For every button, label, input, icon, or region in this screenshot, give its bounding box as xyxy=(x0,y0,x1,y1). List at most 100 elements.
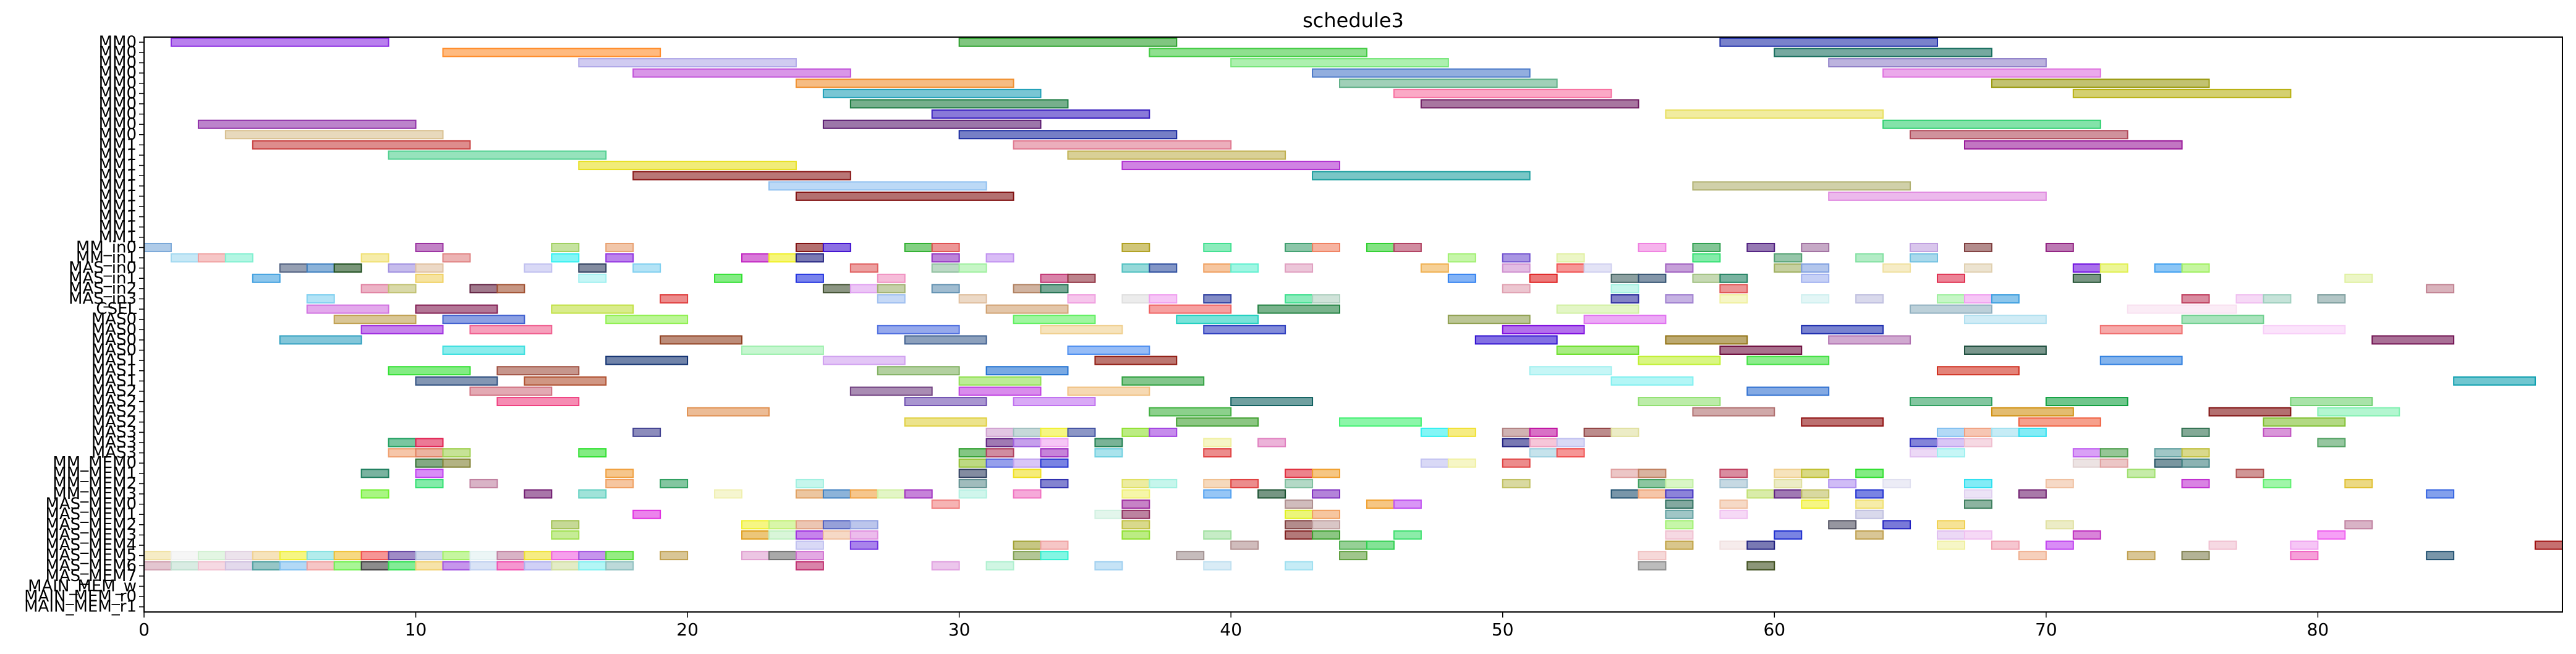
task-bar xyxy=(1692,253,1721,263)
task-bar xyxy=(1855,469,1884,478)
task-bar xyxy=(1339,551,1367,561)
task-bar xyxy=(1149,294,1178,304)
task-bar xyxy=(252,140,471,150)
y-tick-label: MAS1 xyxy=(91,372,137,390)
task-bar xyxy=(1610,469,1639,478)
task-bar xyxy=(1067,427,1096,437)
task-bar xyxy=(1937,294,1965,304)
task-bar xyxy=(1285,263,1314,273)
y-tick-label: MAS_MEM7 xyxy=(45,567,137,585)
task-bar xyxy=(1366,540,1395,550)
task-bar xyxy=(1855,253,1884,263)
task-bar xyxy=(1149,427,1178,437)
task-bar xyxy=(1937,448,1965,458)
task-bar xyxy=(306,304,389,314)
task-bar xyxy=(1963,427,1992,437)
task-bar xyxy=(415,242,444,252)
task-bar xyxy=(822,88,1042,98)
task-bar xyxy=(1094,561,1123,571)
y-tick-label: MM1 xyxy=(99,146,137,164)
task-bar xyxy=(1665,109,1884,119)
task-bar xyxy=(1040,458,1069,468)
task-bar xyxy=(1502,438,1531,448)
task-bar xyxy=(442,458,471,468)
y-tick-label: MM0 xyxy=(99,64,137,82)
task-bar xyxy=(795,520,824,530)
task-bar xyxy=(877,489,906,499)
task-bar xyxy=(1393,88,1612,98)
task-bar xyxy=(958,469,987,478)
task-bar xyxy=(197,561,226,571)
task-bar xyxy=(795,273,824,283)
task-bar xyxy=(1746,489,1775,499)
task-bar xyxy=(1719,499,1748,509)
task-bar xyxy=(660,478,689,488)
task-bar xyxy=(2263,325,2346,334)
task-bar xyxy=(849,489,878,499)
task-bar xyxy=(632,171,851,180)
task-bar xyxy=(2181,315,2264,325)
task-bar xyxy=(1801,242,1830,252)
y-tick-label: MAS0 xyxy=(91,320,137,339)
y-tick-label: MAIN_MEM_w xyxy=(28,577,137,595)
task-bar xyxy=(1774,530,1803,540)
task-bar xyxy=(931,253,960,263)
task-bar xyxy=(741,253,770,263)
task-bar xyxy=(1393,499,1422,509)
task-bar xyxy=(1719,478,1748,488)
task-bar xyxy=(849,520,878,530)
task-bar xyxy=(958,478,987,488)
task-bar xyxy=(1828,478,1857,488)
task-bar xyxy=(1801,273,1830,283)
task-bar xyxy=(2290,397,2373,407)
task-bar xyxy=(849,284,878,294)
task-bar xyxy=(1638,273,1667,283)
task-bar xyxy=(1963,489,1992,499)
task-bar xyxy=(1121,427,1150,437)
y-tick-label: MM1 xyxy=(99,187,137,205)
task-bar xyxy=(469,551,498,561)
y-tick-label: MM_in1 xyxy=(76,248,137,267)
task-bar xyxy=(415,263,444,273)
task-bar xyxy=(2154,458,2183,468)
task-bar xyxy=(1556,448,1585,458)
x-tick-label: 0 xyxy=(138,619,150,640)
task-bar xyxy=(170,561,199,571)
task-bar xyxy=(1529,438,1558,448)
task-bar xyxy=(252,273,281,283)
task-bar xyxy=(1963,346,2047,355)
task-bar xyxy=(524,551,553,561)
task-bar xyxy=(170,551,199,561)
task-bar xyxy=(442,448,471,458)
y-tick-label: MM1 xyxy=(99,218,137,236)
task-bar xyxy=(958,386,1042,396)
task-bar xyxy=(1610,376,1694,386)
task-bar xyxy=(1963,263,1992,273)
task-bar xyxy=(1040,438,1069,448)
task-bar xyxy=(1285,499,1314,509)
task-bar xyxy=(1991,540,2020,550)
task-bar xyxy=(2181,427,2210,437)
task-bar xyxy=(904,335,987,345)
task-bar xyxy=(1882,119,2101,129)
task-bar xyxy=(1665,263,1694,273)
task-bar xyxy=(1121,376,1205,386)
x-tick-label: 20 xyxy=(676,619,699,640)
task-bar xyxy=(1502,284,1531,294)
task-bar xyxy=(469,561,498,571)
task-bar xyxy=(578,448,607,458)
task-bar xyxy=(1203,242,1232,252)
task-bar xyxy=(958,448,987,458)
task-bar xyxy=(904,242,933,252)
task-bar xyxy=(768,181,987,191)
task-bar xyxy=(958,376,1042,386)
task-bar xyxy=(415,458,444,468)
task-bar xyxy=(1230,263,1259,273)
task-bar xyxy=(1474,335,1558,345)
task-bar xyxy=(388,448,417,458)
task-bar xyxy=(1067,346,1150,355)
task-bar xyxy=(958,130,1178,140)
task-bar xyxy=(1556,253,1585,263)
task-bar xyxy=(1121,530,1150,540)
y-tick-label: MM0 xyxy=(99,105,137,124)
